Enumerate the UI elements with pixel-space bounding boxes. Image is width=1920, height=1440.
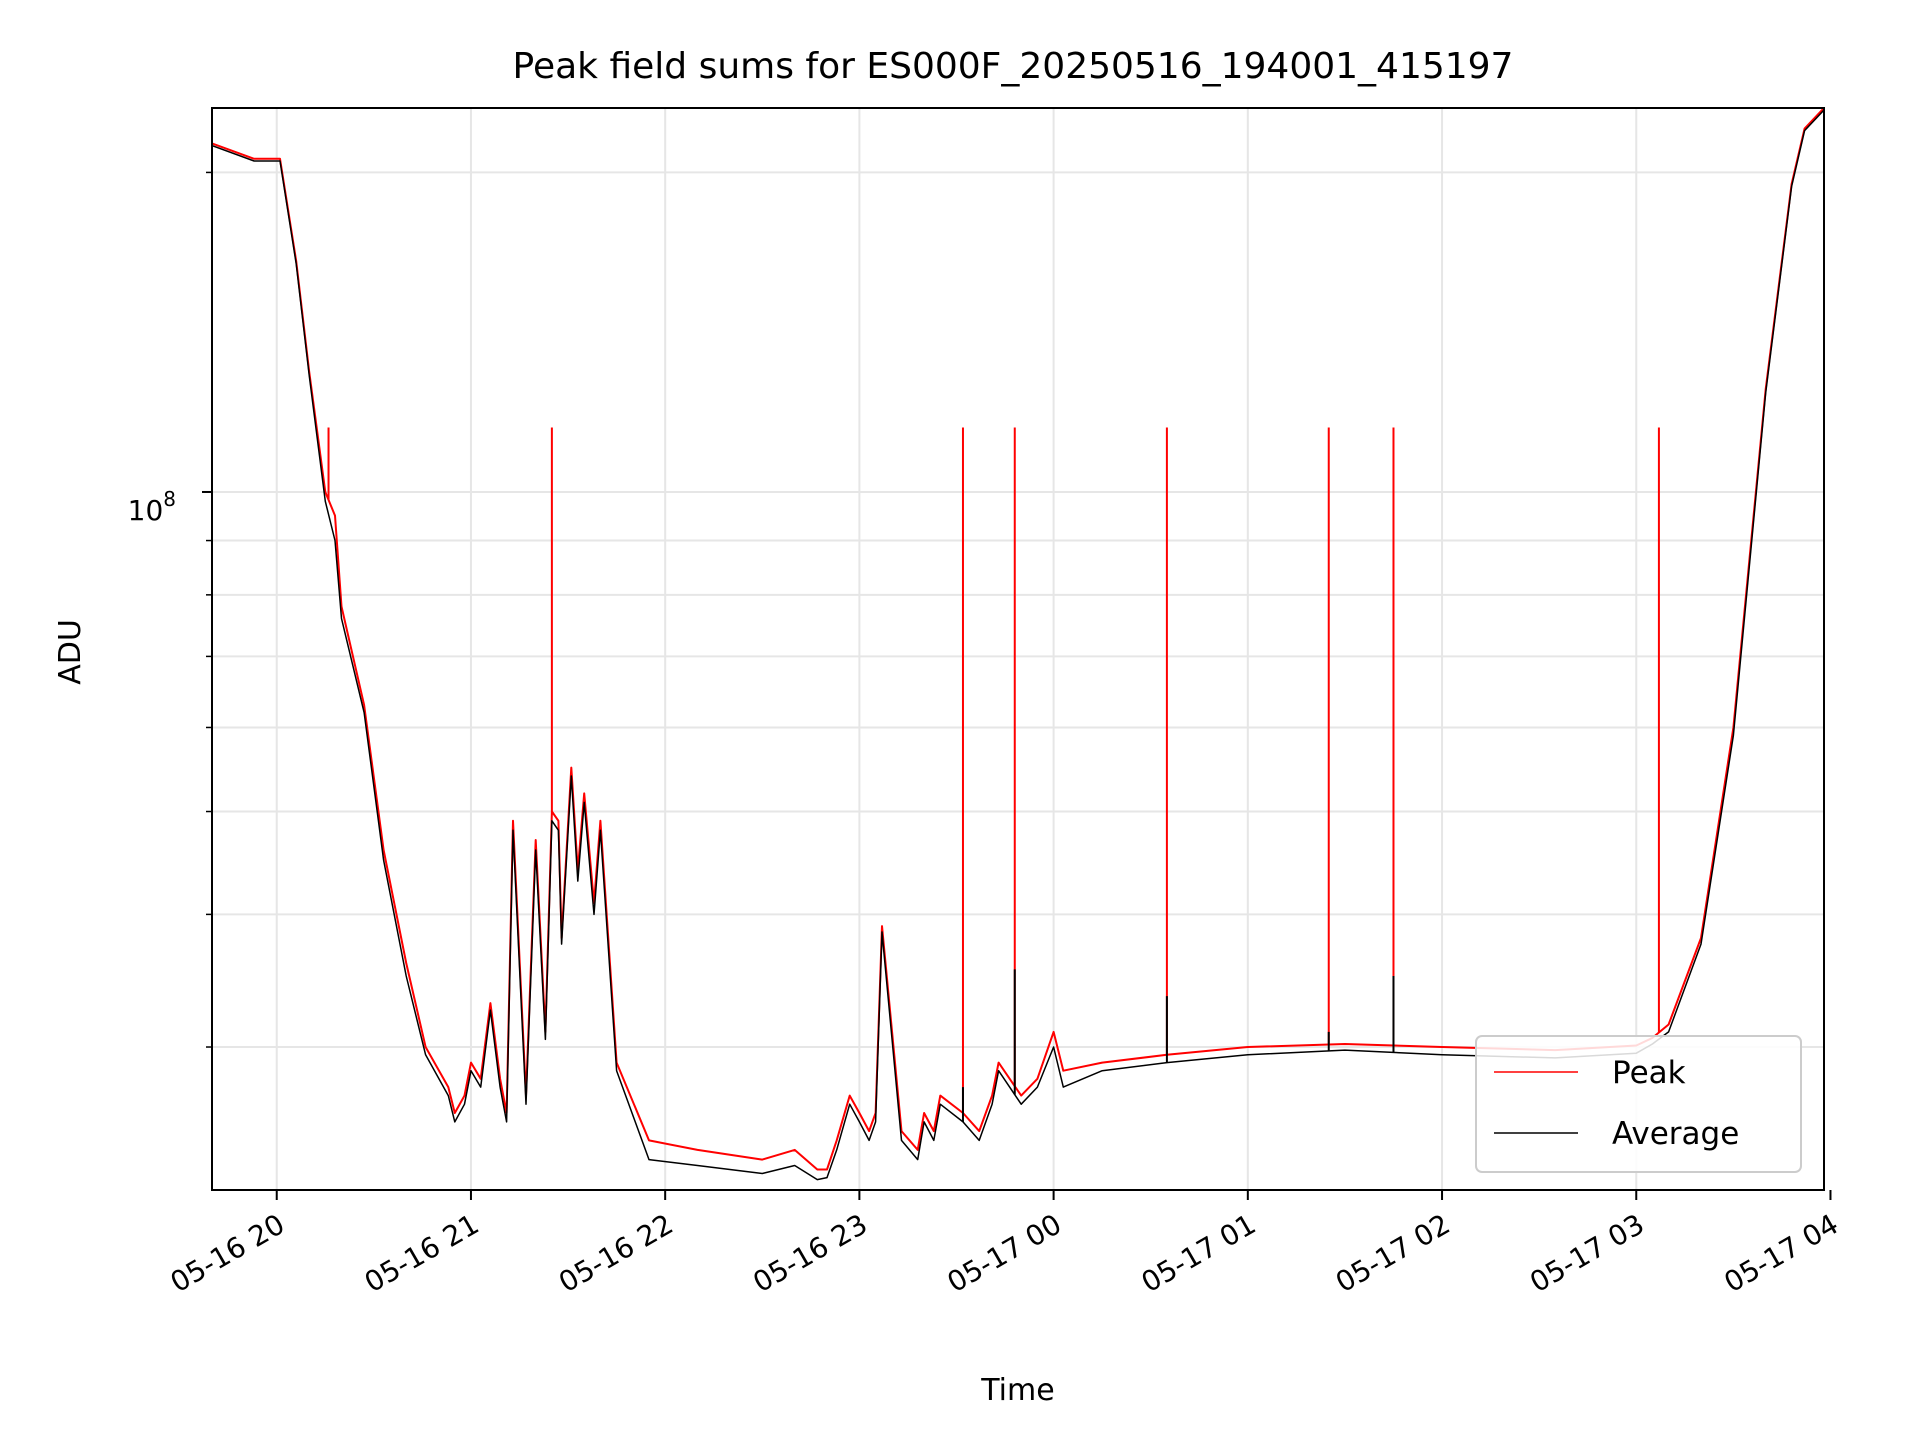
legend: Peak Average (1475, 1035, 1802, 1173)
chart-title: Peak field sums for ES000F_20250516_1940… (513, 46, 1514, 87)
series-line-average (212, 109, 1824, 1181)
y-axis-label: ADU (53, 619, 88, 685)
series-average (212, 109, 1824, 1181)
y-tick-exponent: 8 (163, 487, 176, 511)
x-axis-label: Time (980, 1373, 1054, 1408)
legend-label-average: Average (1612, 1116, 1739, 1152)
y-tick-label-1e8: 108 (128, 487, 176, 527)
series-peak (212, 108, 1824, 1171)
series-lines (212, 108, 1824, 1181)
plot-frame (211, 107, 1825, 1191)
legend-label-peak: Peak (1612, 1055, 1686, 1091)
legend-box (1475, 1035, 1802, 1173)
y-tick-base: 10 (128, 494, 164, 527)
series-line-peak (212, 108, 1824, 1171)
